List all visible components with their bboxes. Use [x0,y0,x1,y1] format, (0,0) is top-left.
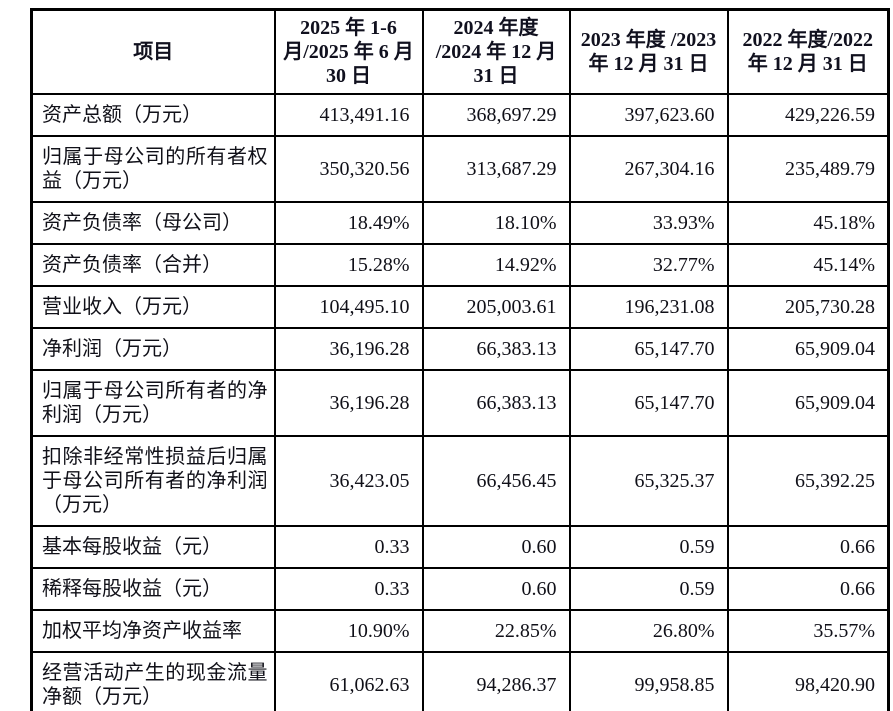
table-row: 营业收入（万元） 104,495.10 205,003.61 196,231.08 20… [30,284,890,329]
value-cell: 0.33 [273,524,424,569]
value-cell: 18.10% [421,200,571,245]
value-cell: 0.59 [568,566,729,611]
row-label: 营业收入（万元） [30,284,276,329]
value-cell: 18.49% [273,200,424,245]
value-cell: 36,423.05 [273,434,424,527]
value-cell: 98,420.90 [726,650,890,711]
value-cell: 104,495.10 [273,284,424,329]
value-cell: 205,730.28 [726,284,890,329]
table-row: 经营活动产生的现金流量净额（万元） 61,062.63 94,286.37 99,95… [30,650,890,711]
value-cell: 235,489.79 [726,134,890,203]
value-cell: 32.77% [568,242,729,287]
value-cell: 65,909.04 [726,368,890,437]
value-cell: 429,226.59 [726,92,890,137]
table-row: 资产总额（万元） 413,491.16 368,697.29 397,623.60 42… [30,92,890,137]
value-cell: 66,383.13 [421,368,571,437]
value-cell: 94,286.37 [421,650,571,711]
value-cell: 0.33 [273,566,424,611]
row-label: 净利润（万元） [30,326,276,371]
row-label: 基本每股收益（元） [30,524,276,569]
value-cell: 413,491.16 [273,92,424,137]
value-cell: 65,392.25 [726,434,890,527]
value-cell: 196,231.08 [568,284,729,329]
value-cell: 15.28% [273,242,424,287]
value-cell: 26.80% [568,608,729,653]
header-period-2022: 2022 年度/2022 年 12 月 31 日 [726,8,890,95]
row-label: 资产负债率（合并） [30,242,276,287]
value-cell: 0.59 [568,524,729,569]
row-label: 归属于母公司的所有者权益（万元） [30,134,276,203]
value-cell: 33.93% [568,200,729,245]
financial-summary-table: 项目 2025 年 1-6 月/2025 年 6 月 30 日 2024 年度 … [30,8,890,711]
value-cell: 66,456.45 [421,434,571,527]
table-row: 归属于母公司的所有者权益（万元） 350,320.56 313,687.29 267,… [30,134,890,203]
value-cell: 66,383.13 [421,326,571,371]
value-cell: 65,909.04 [726,326,890,371]
value-cell: 36,196.28 [273,368,424,437]
row-label: 经营活动产生的现金流量净额（万元） [30,650,276,711]
row-label: 资产负债率（母公司） [30,200,276,245]
table-row: 扣除非经常性损益后归属于母公司所有者的净利润（万元） 36,423.05 66,45… [30,434,890,527]
row-label: 资产总额（万元） [30,92,276,137]
table-row: 归属于母公司所有者的净利润（万元） 36,196.28 66,383.13 65,14… [30,368,890,437]
value-cell: 350,320.56 [273,134,424,203]
header-period-2023: 2023 年度 /2023 年 12 月 31 日 [568,8,729,95]
value-cell: 397,623.60 [568,92,729,137]
table-body: 资产总额（万元） 413,491.16 368,697.29 397,623.60 42… [30,92,890,711]
table-row: 资产负债率（母公司） 18.49% 18.10% 33.93% 45.18% [30,200,890,245]
header-row: 项目 2025 年 1-6 月/2025 年 6 月 30 日 2024 年度 … [30,8,890,95]
header-period-2024: 2024 年度 /2024 年 12 月 31 日 [421,8,571,95]
table-row: 基本每股收益（元） 0.33 0.60 0.59 0.66 [30,524,890,569]
value-cell: 205,003.61 [421,284,571,329]
value-cell: 0.60 [421,524,571,569]
table-header: 项目 2025 年 1-6 月/2025 年 6 月 30 日 2024 年度 … [30,8,890,95]
row-label: 归属于母公司所有者的净利润（万元） [30,368,276,437]
row-label: 加权平均净资产收益率 [30,608,276,653]
value-cell: 99,958.85 [568,650,729,711]
value-cell: 65,147.70 [568,326,729,371]
value-cell: 45.14% [726,242,890,287]
header-item-label: 项目 [30,8,276,95]
value-cell: 35.57% [726,608,890,653]
value-cell: 10.90% [273,608,424,653]
value-cell: 65,147.70 [568,368,729,437]
row-label: 扣除非经常性损益后归属于母公司所有者的净利润（万元） [30,434,276,527]
value-cell: 36,196.28 [273,326,424,371]
table-row: 净利润（万元） 36,196.28 66,383.13 65,147.70 65,909… [30,326,890,371]
value-cell: 313,687.29 [421,134,571,203]
value-cell: 0.60 [421,566,571,611]
value-cell: 0.66 [726,566,890,611]
value-cell: 368,697.29 [421,92,571,137]
value-cell: 22.85% [421,608,571,653]
value-cell: 45.18% [726,200,890,245]
value-cell: 267,304.16 [568,134,729,203]
table-row: 加权平均净资产收益率 10.90% 22.85% 26.80% 35.57% [30,608,890,653]
row-label: 稀释每股收益（元） [30,566,276,611]
value-cell: 14.92% [421,242,571,287]
value-cell: 0.66 [726,524,890,569]
table-row: 稀释每股收益（元） 0.33 0.60 0.59 0.66 [30,566,890,611]
value-cell: 61,062.63 [273,650,424,711]
header-period-2025: 2025 年 1-6 月/2025 年 6 月 30 日 [273,8,424,95]
table-row: 资产负债率（合并） 15.28% 14.92% 32.77% 45.14% [30,242,890,287]
value-cell: 65,325.37 [568,434,729,527]
